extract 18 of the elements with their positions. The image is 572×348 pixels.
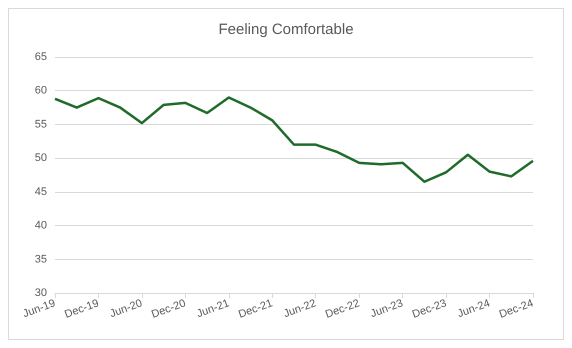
y-tick-label: 60 [34,84,47,97]
line-series [54,96,534,183]
y-tick-label: 55 [34,118,47,130]
x-tick-label: Jun-22 [282,297,318,320]
x-tick-label: Dec-19 [63,297,101,321]
chart-title: Feeling Comfortable [218,21,354,38]
x-tick-label: Jun-23 [368,297,405,320]
x-tick-label: Jun-21 [195,297,231,320]
y-tick-label: 45 [34,186,47,198]
y-tick-label: 35 [34,253,47,266]
y-tick-label: 50 [34,152,47,164]
y-tick-label: 65 [34,51,47,63]
x-tick-label: Dec-21 [236,297,274,321]
x-tick-label: Jun-20 [108,297,144,320]
y-tick-label: 30 [34,287,47,299]
x-tick-label: Jun-19 [21,297,58,320]
y-tick-label: 40 [34,220,47,232]
x-tick-label: Jun-24 [456,297,492,320]
